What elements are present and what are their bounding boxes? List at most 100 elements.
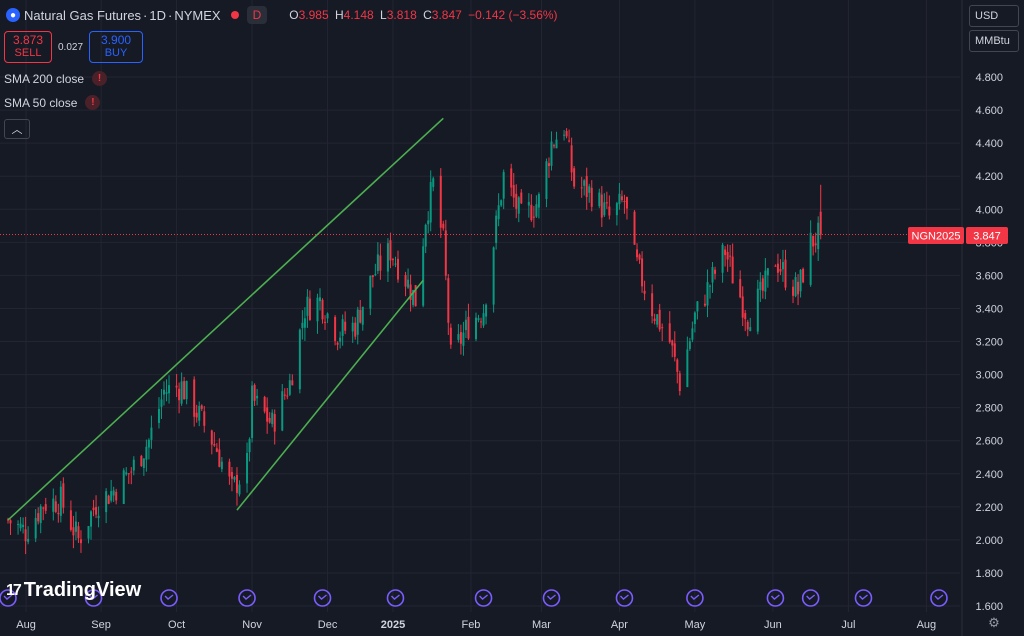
warning-icon[interactable]: ! [85,95,101,110]
candle-body [625,197,628,209]
candle [77,521,80,543]
candle [72,515,75,549]
y-tick-label: 2.600 [975,436,1003,448]
candle [588,183,591,203]
candle [678,370,681,396]
x-tick-label: Apr [611,619,628,631]
gear-icon[interactable]: ⚙ [988,615,1000,630]
candle-body [253,384,256,401]
event-marker-icon[interactable] [0,589,17,607]
interval[interactable]: 1D [149,7,167,23]
event-marker-icon[interactable] [84,589,103,607]
candle [492,246,495,313]
candle-body [570,145,573,173]
y-tick-label: 1.800 [975,568,1003,580]
logo-text: TradingView [23,579,142,601]
candle [19,517,22,532]
event-marker-icon[interactable] [313,589,332,607]
event-marker-icon[interactable] [386,589,405,607]
candle-body [409,284,412,301]
candle-body [819,211,822,235]
event-marker-icon[interactable] [766,589,785,607]
sell-button[interactable]: 3.873 SELL [4,31,52,63]
time-axis[interactable]: Aug Sep Oct Nov Dec 2025 Feb Mar Apr May Jun Jul Aug [16,619,936,631]
indicator-label: SMA 50 close [4,95,78,110]
event-markers[interactable] [0,589,948,607]
candle [744,309,747,332]
candle-body [359,310,362,323]
event-marker-icon[interactable] [615,589,634,607]
candle-body [97,515,100,519]
event-marker-icon[interactable] [238,589,256,607]
y-tick-label: 2.400 [975,469,1003,481]
candle-body [54,501,57,512]
candle [618,182,621,210]
droplet-icon: ● [6,8,20,22]
candle-body [714,269,717,274]
currency-selector[interactable]: USD [969,5,1019,27]
event-marker-icon[interactable] [160,589,178,607]
candle-body [291,380,294,386]
candle-body [220,461,223,470]
candle [550,131,553,171]
candle-body [759,281,762,290]
candle-body [72,527,75,536]
candle [442,220,445,231]
candle [34,509,37,543]
trend-line-channel-lower[interactable] [236,279,424,511]
candle-body [397,258,399,280]
candle-body [105,491,108,513]
candle-body [515,193,518,209]
candle-body [731,256,734,284]
buy-button[interactable]: 3.900 BUY [89,31,144,63]
trend-line-channel-upper[interactable] [7,117,444,521]
data-status-badge[interactable]: D [246,6,268,24]
candle [459,324,462,355]
candle-body [404,275,407,287]
candle-body [703,303,706,306]
candle [676,358,679,384]
candle [248,437,251,462]
candle-body [817,222,820,250]
candle-body [802,268,805,283]
trend-lines[interactable] [7,117,444,521]
candle-body [52,498,55,512]
warning-icon[interactable]: ! [92,71,108,86]
candle [668,311,671,344]
candle [407,268,410,289]
symbol-header[interactable]: ● Natural Gas Futures · 1D · NYMEX D O3.… [6,6,561,24]
candle [520,189,523,205]
candle-body [160,399,163,407]
candle [774,264,777,267]
event-marker-icon[interactable] [930,589,948,607]
event-marker-icon[interactable] [854,589,873,607]
candle [163,381,165,406]
candle-body [308,298,311,320]
event-marker-icon[interactable] [542,589,561,607]
indicator-sma-200[interactable]: SMA 200 close ! [4,71,108,86]
candle [39,504,42,534]
candle-body [92,507,95,511]
candle [140,454,143,467]
candle [397,250,399,283]
event-marker-icon[interactable] [686,589,704,607]
candle [477,314,480,323]
indicator-sma-50[interactable]: SMA 50 close ! [4,95,101,110]
x-tick-label: Aug [917,619,937,631]
collapse-indicators-button[interactable]: ︿ [4,119,30,139]
symbol-title[interactable]: Natural Gas Futures [24,7,142,23]
candle [379,243,382,280]
candle-body [183,381,186,400]
candle-body [424,224,427,247]
separator-dot: · [143,7,148,23]
candle-body [442,223,445,229]
price-axis[interactable]: 4.8004.6004.4004.2004.0003.8003.6003.400… [961,0,1003,636]
candlestick-series [7,128,822,555]
x-tick-label: May [685,619,706,631]
candle-body [316,297,319,322]
event-marker-icon[interactable] [474,589,493,607]
candle [623,194,626,214]
event-marker-icon[interactable] [801,589,820,607]
unit-selector[interactable]: MMBtu [969,30,1019,52]
